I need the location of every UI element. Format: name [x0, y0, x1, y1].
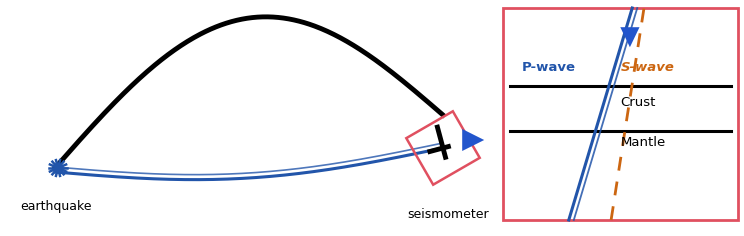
Polygon shape	[620, 27, 640, 47]
Bar	[503, 8, 738, 220]
Text: P-wave: P-wave	[522, 61, 576, 74]
Text: seismometer: seismometer	[407, 208, 489, 221]
Polygon shape	[462, 129, 484, 151]
Text: S-wave: S-wave	[620, 61, 674, 74]
Text: earthquake: earthquake	[20, 200, 92, 213]
Text: Mantle: Mantle	[620, 136, 666, 149]
Text: Crust: Crust	[620, 96, 656, 109]
